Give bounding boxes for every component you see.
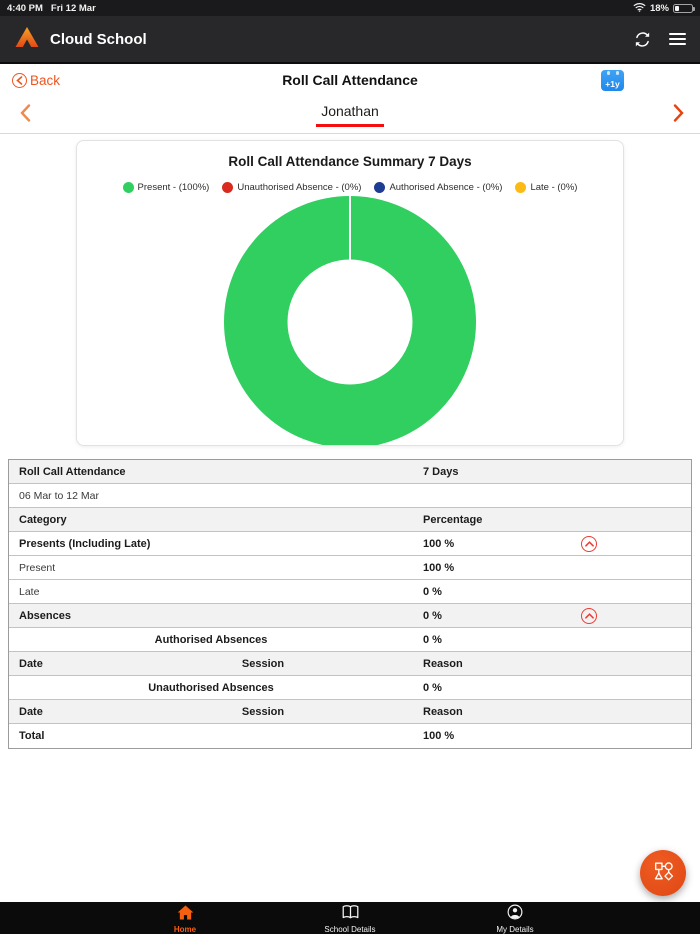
wifi-icon	[633, 2, 646, 15]
table-row-present: Present 100 %	[9, 556, 691, 580]
attendance-summary-card: Roll Call Attendance Summary 7 Days Pres…	[76, 140, 624, 446]
table-row-unauthorised-absences: Unauthorised Absences 0 %	[9, 676, 691, 700]
tab-home[interactable]: Home	[103, 902, 268, 934]
next-student-button[interactable]	[669, 100, 688, 129]
refresh-button[interactable]	[632, 29, 653, 50]
table-row-presents-including-late: Presents (Including Late) 100 %	[9, 532, 691, 556]
student-name: Jonathan	[316, 103, 384, 127]
legend-dot-blue	[374, 182, 386, 193]
app-logo	[14, 26, 40, 53]
chart-title: Roll Call Attendance Summary 7 Days	[228, 154, 472, 169]
table-row-authorised-absences: Authorised Absences 0 %	[9, 628, 691, 652]
status-bar: 4:40 PM Fri 12 Mar 18%	[0, 0, 700, 16]
donut-chart	[77, 196, 623, 445]
table-row-absences: Absences 0 %	[9, 604, 691, 628]
back-button[interactable]: Back	[12, 72, 61, 88]
legend-dot-yellow	[515, 182, 527, 193]
add-year-button[interactable]: +1y	[601, 69, 624, 91]
battery-percent: 18%	[649, 2, 669, 14]
app-header: Cloud School	[0, 16, 700, 64]
home-icon	[177, 905, 194, 923]
legend-item-unauthorised-absence[interactable]: Unauthorised Absence - (0%)	[222, 182, 361, 193]
shapes-fab-button[interactable]	[640, 850, 686, 896]
tab-my-details[interactable]: My Details	[433, 902, 598, 934]
table-row: Roll Call Attendance 7 Days	[9, 460, 691, 484]
app-title: Cloud School	[50, 30, 147, 48]
student-selector: Jonathan	[0, 96, 700, 134]
collapse-icon[interactable]	[581, 535, 597, 552]
person-circle-icon	[507, 904, 523, 923]
table-row: Category Percentage	[9, 508, 691, 532]
tab-bar: Home School Details My Details	[0, 902, 700, 934]
table-detail-header-row: Date Session Reason	[9, 700, 691, 724]
date-range: 06 Mar to 12 Mar	[19, 489, 99, 502]
battery-icon	[673, 3, 695, 13]
table-detail-header-row: Date Session Reason	[9, 652, 691, 676]
chart-legend: Present - (100%) Unauthorised Absence - …	[77, 182, 623, 193]
legend-item-late[interactable]: Late - (0%)	[515, 182, 577, 193]
legend-item-present[interactable]: Present - (100%)	[122, 182, 209, 193]
table-row-late: Late 0 %	[9, 580, 691, 604]
back-label: Back	[30, 72, 61, 88]
page-title: Roll Call Attendance	[282, 72, 418, 88]
previous-student-button[interactable]	[16, 100, 35, 129]
menu-icon[interactable]	[669, 33, 686, 45]
toolbar: Back Roll Call Attendance +1y	[0, 64, 700, 96]
legend-dot-green	[122, 182, 134, 193]
calendar-icon	[606, 71, 610, 75]
legend-item-authorised-absence[interactable]: Authorised Absence - (0%)	[374, 182, 502, 193]
status-date: Fri 12 Mar	[50, 2, 96, 14]
status-time: 4:40 PM	[7, 2, 43, 14]
shapes-icon	[651, 859, 676, 887]
attendance-table: Roll Call Attendance 7 Days 06 Mar to 12…	[8, 459, 692, 749]
table-row-total: Total 100 %	[9, 724, 691, 748]
table-row: 06 Mar to 12 Mar	[9, 484, 691, 508]
open-book-icon	[341, 904, 360, 923]
legend-dot-red	[222, 182, 234, 193]
back-chevron-icon	[12, 72, 27, 88]
tab-school-details[interactable]: School Details	[268, 902, 433, 934]
collapse-icon[interactable]	[581, 607, 597, 624]
